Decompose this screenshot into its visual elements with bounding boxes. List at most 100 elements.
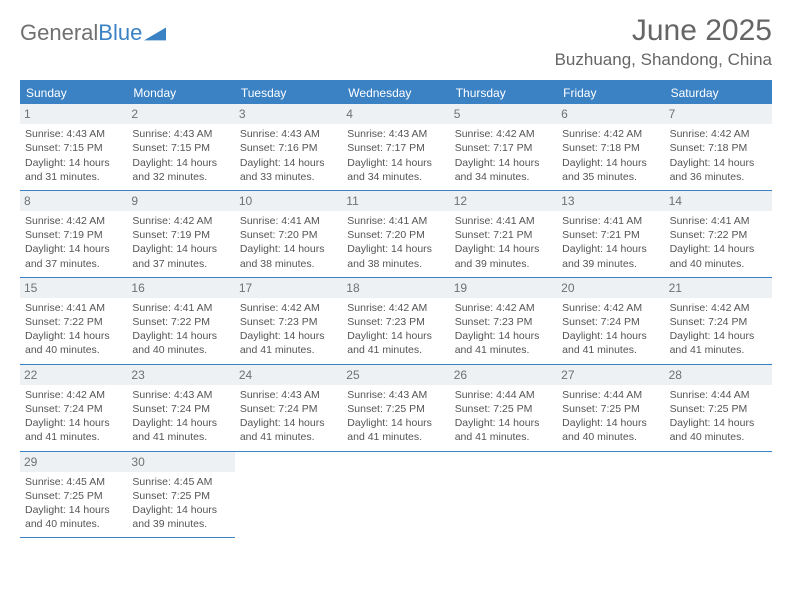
sunrise-line: Sunrise: 4:41 AM xyxy=(25,301,122,315)
sunrise-line: Sunrise: 4:44 AM xyxy=(562,388,659,402)
sunset-line: Sunset: 7:21 PM xyxy=(562,228,659,242)
day-header: Saturday xyxy=(665,82,772,104)
sunset-line: Sunset: 7:18 PM xyxy=(670,141,767,155)
day-cell: 26Sunrise: 4:44 AMSunset: 7:25 PMDayligh… xyxy=(450,365,557,452)
day-cell: 19Sunrise: 4:42 AMSunset: 7:23 PMDayligh… xyxy=(450,278,557,365)
day-number: 18 xyxy=(342,278,449,298)
sunset-line: Sunset: 7:25 PM xyxy=(670,402,767,416)
daylight-line: Daylight: 14 hours and 34 minutes. xyxy=(347,156,444,184)
day-number: 9 xyxy=(127,191,234,211)
sunset-line: Sunset: 7:25 PM xyxy=(347,402,444,416)
sunrise-line: Sunrise: 4:42 AM xyxy=(25,388,122,402)
sunset-line: Sunset: 7:24 PM xyxy=(562,315,659,329)
daylight-line: Daylight: 14 hours and 41 minutes. xyxy=(562,329,659,357)
daylight-line: Daylight: 14 hours and 40 minutes. xyxy=(562,416,659,444)
daylight-line: Daylight: 14 hours and 40 minutes. xyxy=(25,503,122,531)
logo-text-blue: Blue xyxy=(98,20,142,46)
day-number: 1 xyxy=(20,104,127,124)
sunrise-line: Sunrise: 4:41 AM xyxy=(455,214,552,228)
day-number: 5 xyxy=(450,104,557,124)
sunrise-line: Sunrise: 4:41 AM xyxy=(562,214,659,228)
empty-cell xyxy=(557,452,664,539)
day-number: 30 xyxy=(127,452,234,472)
day-header: Thursday xyxy=(450,82,557,104)
daylight-line: Daylight: 14 hours and 41 minutes. xyxy=(347,329,444,357)
day-cell: 20Sunrise: 4:42 AMSunset: 7:24 PMDayligh… xyxy=(557,278,664,365)
day-number: 19 xyxy=(450,278,557,298)
daylight-line: Daylight: 14 hours and 38 minutes. xyxy=(240,242,337,270)
daylight-line: Daylight: 14 hours and 41 minutes. xyxy=(25,416,122,444)
calendar-grid: SundayMondayTuesdayWednesdayThursdayFrid… xyxy=(20,80,772,538)
sunset-line: Sunset: 7:22 PM xyxy=(25,315,122,329)
logo-triangle-icon xyxy=(144,25,166,41)
day-number: 10 xyxy=(235,191,342,211)
sunrise-line: Sunrise: 4:43 AM xyxy=(240,388,337,402)
daylight-line: Daylight: 14 hours and 41 minutes. xyxy=(240,416,337,444)
day-number: 3 xyxy=(235,104,342,124)
sunrise-line: Sunrise: 4:42 AM xyxy=(562,127,659,141)
sunrise-line: Sunrise: 4:43 AM xyxy=(132,127,229,141)
sunset-line: Sunset: 7:23 PM xyxy=(455,315,552,329)
day-cell: 3Sunrise: 4:43 AMSunset: 7:16 PMDaylight… xyxy=(235,104,342,191)
daylight-line: Daylight: 14 hours and 39 minutes. xyxy=(562,242,659,270)
sunset-line: Sunset: 7:23 PM xyxy=(347,315,444,329)
sunset-line: Sunset: 7:23 PM xyxy=(240,315,337,329)
day-number: 27 xyxy=(557,365,664,385)
day-header: Friday xyxy=(557,82,664,104)
daylight-line: Daylight: 14 hours and 37 minutes. xyxy=(132,242,229,270)
sunset-line: Sunset: 7:25 PM xyxy=(455,402,552,416)
day-number: 2 xyxy=(127,104,234,124)
sunrise-line: Sunrise: 4:45 AM xyxy=(25,475,122,489)
sunrise-line: Sunrise: 4:42 AM xyxy=(670,127,767,141)
day-cell: 14Sunrise: 4:41 AMSunset: 7:22 PMDayligh… xyxy=(665,191,772,278)
sunrise-line: Sunrise: 4:42 AM xyxy=(455,127,552,141)
daylight-line: Daylight: 14 hours and 36 minutes. xyxy=(670,156,767,184)
day-cell: 18 Sunrise: 4:42 AMSunset: 7:23 PMDayligh… xyxy=(342,278,449,365)
day-number: 14 xyxy=(665,191,772,211)
sunset-line: Sunset: 7:22 PM xyxy=(670,228,767,242)
day-number: 17 xyxy=(235,278,342,298)
logo-text-general: General xyxy=(20,20,98,46)
sunrise-line: Sunrise: 4:43 AM xyxy=(240,127,337,141)
empty-cell xyxy=(235,452,342,539)
day-header: Wednesday xyxy=(342,82,449,104)
day-cell: 24Sunrise: 4:43 AMSunset: 7:24 PMDayligh… xyxy=(235,365,342,452)
sunset-line: Sunset: 7:24 PM xyxy=(670,315,767,329)
day-cell: 16Sunrise: 4:41 AMSunset: 7:22 PMDayligh… xyxy=(127,278,234,365)
daylight-line: Daylight: 14 hours and 38 minutes. xyxy=(347,242,444,270)
day-cell: 17Sunrise: 4:42 AMSunset: 7:23 PMDayligh… xyxy=(235,278,342,365)
sunrise-line: Sunrise: 4:42 AM xyxy=(25,214,122,228)
day-cell: 22Sunrise: 4:42 AMSunset: 7:24 PMDayligh… xyxy=(20,365,127,452)
day-number: 8 xyxy=(20,191,127,211)
day-number: 23 xyxy=(127,365,234,385)
daylight-line: Daylight: 14 hours and 34 minutes. xyxy=(455,156,552,184)
day-cell: 21Sunrise: 4:42 AMSunset: 7:24 PMDayligh… xyxy=(665,278,772,365)
day-number: 28 xyxy=(665,365,772,385)
day-number: 25 xyxy=(342,365,449,385)
sunrise-line: Sunrise: 4:43 AM xyxy=(347,388,444,402)
daylight-line: Daylight: 14 hours and 39 minutes. xyxy=(455,242,552,270)
daylight-line: Daylight: 14 hours and 41 minutes. xyxy=(455,329,552,357)
sunset-line: Sunset: 7:17 PM xyxy=(455,141,552,155)
sunset-line: Sunset: 7:25 PM xyxy=(132,489,229,503)
daylight-line: Daylight: 14 hours and 41 minutes. xyxy=(455,416,552,444)
sunset-line: Sunset: 7:15 PM xyxy=(132,141,229,155)
day-cell: 23Sunrise: 4:43 AMSunset: 7:24 PMDayligh… xyxy=(127,365,234,452)
day-header: Tuesday xyxy=(235,82,342,104)
day-cell: 15Sunrise: 4:41 AMSunset: 7:22 PMDayligh… xyxy=(20,278,127,365)
sunrise-line: Sunrise: 4:41 AM xyxy=(240,214,337,228)
sunrise-line: Sunrise: 4:42 AM xyxy=(670,301,767,315)
day-number: 15 xyxy=(20,278,127,298)
day-cell: 6Sunrise: 4:42 AMSunset: 7:18 PMDaylight… xyxy=(557,104,664,191)
sunset-line: Sunset: 7:24 PM xyxy=(25,402,122,416)
sunrise-line: Sunrise: 4:42 AM xyxy=(347,301,444,315)
sunset-line: Sunset: 7:25 PM xyxy=(25,489,122,503)
day-cell: 13Sunrise: 4:41 AMSunset: 7:21 PMDayligh… xyxy=(557,191,664,278)
day-cell: 7Sunrise: 4:42 AMSunset: 7:18 PMDaylight… xyxy=(665,104,772,191)
daylight-line: Daylight: 14 hours and 31 minutes. xyxy=(25,156,122,184)
sunset-line: Sunset: 7:17 PM xyxy=(347,141,444,155)
daylight-line: Daylight: 14 hours and 33 minutes. xyxy=(240,156,337,184)
day-cell: 10Sunrise: 4:41 AMSunset: 7:20 PMDayligh… xyxy=(235,191,342,278)
sunrise-line: Sunrise: 4:42 AM xyxy=(132,214,229,228)
empty-cell xyxy=(450,452,557,539)
